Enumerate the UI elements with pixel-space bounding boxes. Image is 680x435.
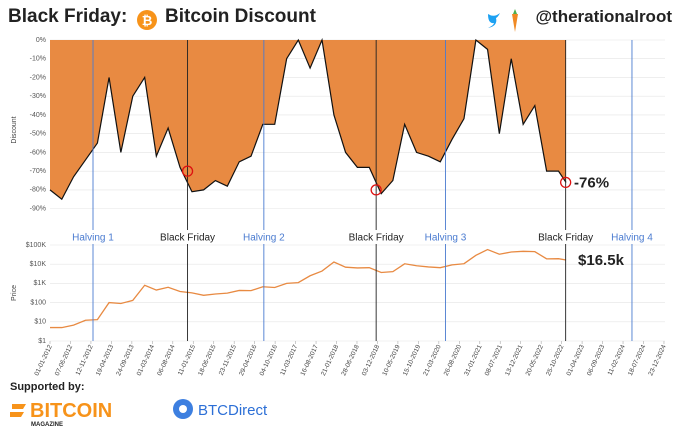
title: Black Friday: (8, 6, 127, 27)
y-tick-label: 0% (36, 37, 46, 44)
discount-line (49, 37, 567, 201)
event-label: Halving 2 (243, 233, 285, 244)
x-tick-label: 18-07-2024 (627, 344, 648, 377)
title-2: Bitcoin Discount (165, 6, 317, 27)
x-tick-label: 16-08-2017 (299, 344, 320, 377)
event-label-bg (157, 230, 218, 244)
x-tick-label: 11-03-2017 (279, 344, 299, 377)
sponsor-1: BITCOIN (30, 400, 112, 422)
y-tick-label: -90% (30, 205, 46, 212)
x-tick-label: 03-12-2018 (361, 344, 382, 377)
x-tick-label: 19-04-2013 (95, 344, 116, 377)
annotation-price: $16.5k (578, 252, 625, 269)
x-tick-label: 28-06-2018 (340, 344, 361, 377)
x-tick-label: 07-06-2012 (54, 344, 75, 377)
x-tick-label: 01-01-2012 (33, 344, 54, 377)
x-tick-label: 06-08-2014 (156, 344, 177, 377)
y2-tick-label: $1 (38, 338, 46, 345)
y-tick-label: -60% (30, 149, 46, 156)
price-line (50, 248, 567, 329)
event-label-bg (415, 230, 476, 244)
x-tick-label: 24-09-2013 (115, 344, 136, 377)
x-tick-label: 31-01-2021 (463, 344, 484, 377)
x-tick-label: 21-03-2020 (422, 344, 443, 377)
y2-tick-label: $1K (34, 280, 47, 287)
x-tick-label: 04-10-2016 (259, 344, 280, 377)
y2-tick-label: $100K (26, 242, 47, 249)
event-label: Black Friday (160, 233, 215, 244)
y-tick-label: -50% (30, 131, 46, 138)
x-tick-label: 23-12-2024 (647, 344, 668, 377)
y-tick-label: -80% (30, 187, 46, 194)
x-tick-label: 06-09-2023 (586, 344, 607, 377)
x-tick-label: 10-05-2019 (381, 344, 402, 377)
black-friday-marker (370, 184, 382, 196)
y2-axis-label: Price (11, 285, 18, 301)
event-label-bg (601, 230, 662, 244)
event-label: Black Friday (538, 233, 593, 244)
event-label-bg (63, 230, 124, 244)
supported-by: Supported by: (10, 381, 85, 393)
x-tick-label: 21-01-2018 (320, 344, 341, 377)
event-label-bg (233, 230, 294, 244)
black-friday-marker (181, 165, 194, 177)
event-label: Black Friday (349, 233, 404, 244)
event-label-bg (346, 230, 407, 244)
y2-tick-label: $10 (34, 319, 46, 326)
x-tick-label: 29-04-2016 (238, 344, 259, 377)
x-tick-label: 20-05-2022 (525, 344, 546, 377)
x-tick-label: 23-11-2015 (218, 344, 238, 377)
carrot-icon (512, 14, 518, 32)
x-tick-label: 18-06-2015 (197, 344, 218, 377)
y2-tick-label: $100 (30, 299, 46, 306)
x-tick-label: 26-08-2020 (443, 344, 464, 377)
svg-text:₿: ₿ (142, 13, 153, 28)
event-label: Halving 1 (72, 233, 114, 244)
y2-tick-label: $10K (30, 261, 47, 268)
y-tick-label: -10% (30, 56, 46, 63)
x-tick-label: 12-11-2012 (75, 344, 95, 377)
x-tick-label: 01-04-2023 (566, 344, 587, 377)
annotation-discount: -76% (574, 174, 609, 191)
sponsor-2: BTCDirect (198, 402, 268, 419)
bitcoin-icon: ₿ (137, 10, 157, 30)
btcdirect-logo: BTCDirect (173, 399, 268, 419)
y-tick-label: -40% (30, 112, 46, 119)
y-tick-label: -20% (30, 74, 46, 81)
x-tick-label: 13-12-2021 (504, 344, 525, 377)
handle: @therationalroot (535, 7, 672, 26)
x-tick-label: 11-01-2015 (177, 344, 197, 377)
discount-area-fill (50, 40, 567, 200)
sponsor-1-sub: MAGAZINE (31, 422, 63, 428)
y-axis-label: Discount (11, 116, 18, 143)
black-friday-marker (560, 176, 572, 189)
y-tick-label: -70% (30, 168, 46, 175)
y-tick-label: -30% (30, 93, 46, 100)
x-tick-label: 11-02-2024 (607, 344, 627, 377)
bitcoin-magazine-logo: BITCOIN MAGAZINE (10, 400, 112, 428)
event-label: Halving 3 (425, 233, 467, 244)
event-label: Halving 4 (611, 233, 653, 244)
x-tick-label: 25-10-2022 (545, 344, 566, 377)
x-tick-label: 01-03-2014 (136, 344, 157, 377)
x-tick-label: 08-07-2021 (484, 344, 505, 377)
event-label-bg (535, 230, 596, 244)
twitter-icon (488, 13, 500, 28)
carrot-leaf (513, 9, 517, 14)
x-tick-label: 15-10-2019 (402, 344, 423, 377)
